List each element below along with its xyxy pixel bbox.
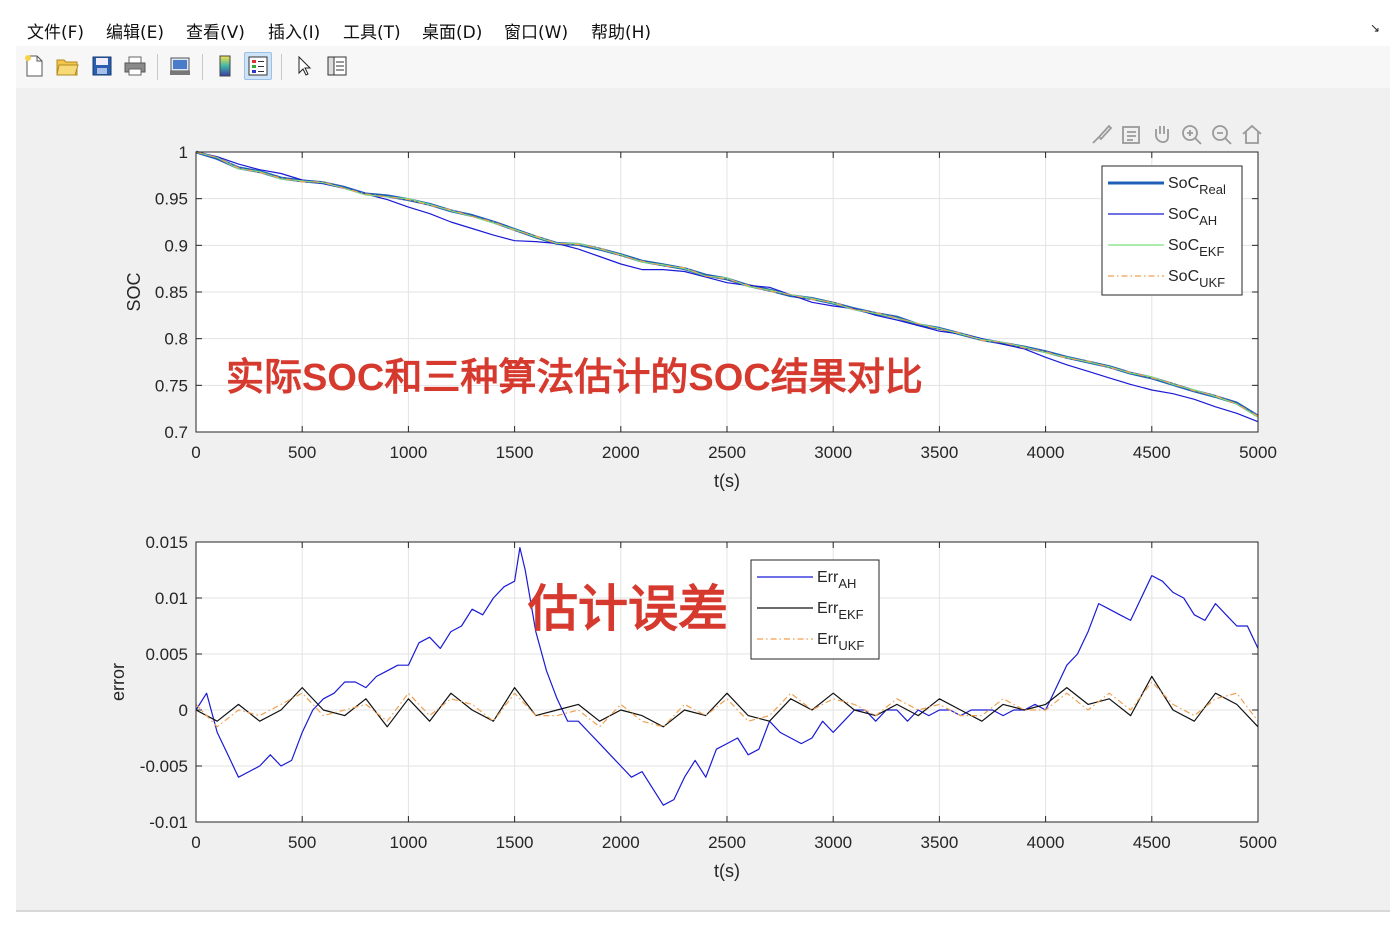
menu-window[interactable]: 窗口(W) [504, 23, 569, 43]
y-tick-label: 0.015 [145, 533, 188, 552]
x-tick-label: 1500 [496, 443, 534, 462]
x-tick-label: 3000 [814, 833, 852, 852]
x-tick-label: 5000 [1239, 833, 1277, 852]
data-tips-icon[interactable] [1122, 126, 1140, 144]
legend-label-ukf: SoCUKF [1168, 268, 1225, 290]
series-line-ukf [195, 681, 1259, 728]
y-tick-label: 0.005 [145, 645, 188, 664]
undock-arrow-icon[interactable]: ↘ [1369, 21, 1380, 35]
pointer-icon[interactable] [290, 52, 318, 80]
print-icon[interactable] [121, 52, 149, 80]
new-file-icon[interactable] [20, 52, 48, 80]
menu-desktop[interactable]: 桌面(D) [422, 23, 483, 43]
figure-toolbar [16, 46, 1390, 89]
y-tick-label: 0.7 [164, 423, 188, 442]
x-tick-label: 4000 [1027, 443, 1065, 462]
x-tick-label: 1000 [389, 443, 427, 462]
series-line-ekf [195, 151, 1259, 418]
x-tick-label: 2000 [602, 833, 640, 852]
series-line-ah [195, 547, 1259, 806]
chart-2: 0 500 1000 1500 2000 2500 3000 3500 4000 4500 5000… [108, 533, 1277, 881]
menu-help[interactable]: 帮助(H) [591, 23, 652, 43]
y-axis-label: error [108, 663, 128, 701]
brush-icon[interactable] [1092, 124, 1113, 144]
menu-file[interactable]: 文件(F) [27, 23, 85, 43]
x-tick-label: 4500 [1133, 443, 1171, 462]
chart-annotation: 估计误差 [527, 581, 728, 637]
toolbar-separator [281, 54, 282, 80]
x-tick-label: 4000 [1027, 833, 1065, 852]
x-tick-label: 3000 [814, 443, 852, 462]
legend-label-real: SoCReal [1168, 175, 1226, 197]
x-tick-label: 3500 [920, 833, 958, 852]
y-tick-label: 0.8 [164, 330, 188, 349]
figure-canvas: 0 500 1000 1500 2000 2500 3000 3500 4000 4500 5000… [16, 88, 1390, 912]
print-preview-icon[interactable] [166, 52, 194, 80]
legend-label-ekf: SoCEKF [1168, 237, 1224, 259]
save-icon[interactable] [88, 52, 116, 80]
menu-view[interactable]: 查看(V) [186, 23, 245, 43]
y-tick-label: 0.75 [155, 376, 188, 395]
y-tick-label: -0.005 [140, 757, 188, 776]
legend: ErrAH ErrEKF ErrUKF [750, 559, 880, 660]
legend-label-ukf: ErrUKF [817, 631, 864, 653]
menu-bar: 文件(F) 编辑(E) 查看(V) 插入(I) 工具(T) 桌面(D) 窗口(W… [0, 0, 1394, 46]
y-tick-label: 0.85 [155, 283, 188, 302]
open-folder-icon[interactable] [53, 52, 81, 80]
x-tick-label: 2500 [708, 443, 746, 462]
y-tick-label: 0.95 [155, 190, 188, 209]
legend-box [1101, 165, 1243, 296]
menu-tools[interactable]: 工具(T) [343, 23, 401, 43]
x-tick-label: 500 [288, 833, 316, 852]
zoom-out-icon[interactable] [1212, 125, 1232, 145]
y-axis-label: SOC [124, 272, 144, 311]
x-tick-label: 500 [288, 443, 316, 462]
x-axis-label: t(s) [714, 471, 740, 491]
plots-svg: 0 500 1000 1500 2000 2500 3000 3500 4000 4500 5000… [108, 124, 1277, 881]
zoom-in-icon[interactable] [1182, 125, 1202, 145]
x-tick-label: 1000 [389, 833, 427, 852]
y-tick-label: -0.01 [149, 813, 188, 832]
colorbar-icon[interactable] [211, 52, 239, 80]
y-tick-label: 0.01 [155, 589, 188, 608]
x-tick-label: 5000 [1239, 443, 1277, 462]
y-tick-label: 0 [179, 701, 188, 720]
chart-annotation: 实际SOC和三种算法估计的SOC结果对比 [226, 357, 923, 399]
legend: SoCReal SoCAH SoCEKF SoCUKF [1101, 165, 1243, 296]
legend-label-ekf: ErrEKF [817, 600, 864, 622]
legend-label-ah: SoCAH [1168, 206, 1217, 228]
menu-edit[interactable]: 编辑(E) [106, 23, 165, 43]
property-inspector-icon[interactable] [323, 52, 351, 80]
y-tick-label: 0.9 [164, 236, 188, 255]
legend-label-ah: ErrAH [817, 569, 856, 591]
x-tick-label: 2500 [708, 833, 746, 852]
toolbar-separator [202, 54, 203, 80]
x-tick-label: 3500 [920, 443, 958, 462]
legend-icon[interactable] [244, 52, 272, 80]
x-tick-label: 4500 [1133, 833, 1171, 852]
menu-insert[interactable]: 插入(I) [268, 23, 321, 43]
pan-hand-icon[interactable] [1155, 126, 1169, 143]
toolbar-separator [157, 54, 158, 80]
series-line-ekf [195, 675, 1259, 728]
chart-1: 0 500 1000 1500 2000 2500 3000 3500 4000 4500 5000… [124, 143, 1277, 491]
x-tick-label: 2000 [602, 443, 640, 462]
home-icon[interactable] [1242, 124, 1262, 144]
x-tick-label: 0 [191, 443, 200, 462]
x-axis-label: t(s) [714, 861, 740, 881]
y-tick-label: 1 [179, 143, 188, 162]
x-tick-label: 0 [191, 833, 200, 852]
x-tick-label: 1500 [496, 833, 534, 852]
